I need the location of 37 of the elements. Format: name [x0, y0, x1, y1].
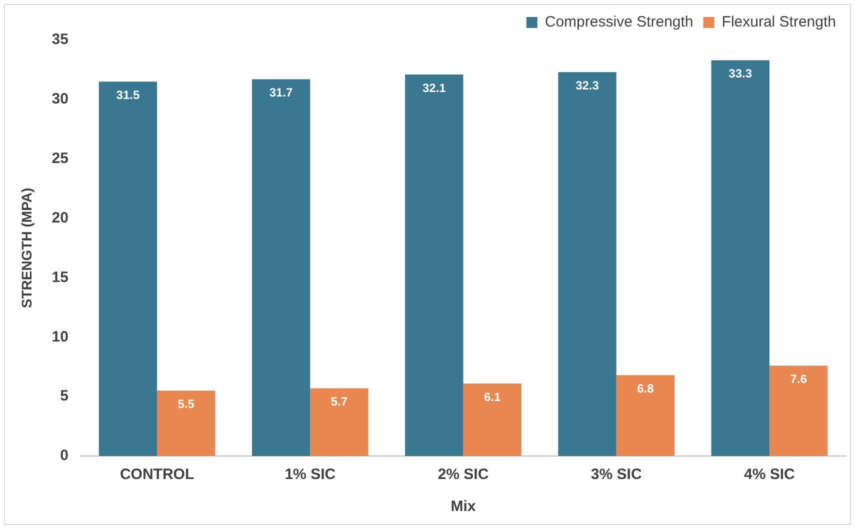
bar: [463, 383, 522, 456]
data-label: 6.8: [637, 381, 654, 396]
x-tick-label: 4% SIC: [744, 466, 796, 484]
y-tick-label: 35: [52, 31, 68, 48]
y-tick-label: 30: [52, 90, 68, 108]
legend-label: Flexural Strength: [722, 14, 836, 31]
data-label: 32.3: [576, 78, 600, 92]
data-label: 5.7: [330, 394, 348, 409]
y-tick-label: 5: [60, 388, 68, 405]
x-tick-label: CONTROL: [120, 466, 194, 484]
bar: [157, 390, 216, 456]
data-label: 31.5: [116, 88, 140, 102]
data-label: 33.3: [728, 66, 752, 81]
x-tick-label: 1% SIC: [284, 466, 336, 484]
bar: [616, 375, 675, 456]
y-tick-label: 0: [60, 447, 68, 464]
data-label: 31.7: [269, 86, 294, 100]
y-tick-label: 15: [52, 268, 68, 286]
x-axis-title: Mix: [450, 498, 476, 516]
data-label: 6.1: [484, 390, 501, 404]
bar: [405, 74, 464, 456]
bar: [252, 79, 310, 456]
bar: [310, 388, 368, 456]
data-label: 32.1: [422, 80, 446, 95]
x-tick-label: 3% SIC: [590, 466, 642, 484]
bar: [558, 72, 616, 456]
y-tick-label: 10: [52, 328, 68, 346]
x-tick-label: 2% SIC: [438, 466, 489, 484]
y-axis-title: STRENGTH (MPA): [18, 188, 34, 308]
data-label: 5.5: [178, 396, 195, 411]
bar: [711, 60, 770, 456]
y-tick-label: 25: [52, 150, 68, 167]
legend-label: Compressive Strength: [544, 14, 694, 31]
bar: [769, 366, 828, 456]
data-label: 7.6: [790, 372, 808, 386]
y-tick-label: 20: [52, 209, 68, 226]
bar: [98, 82, 158, 456]
